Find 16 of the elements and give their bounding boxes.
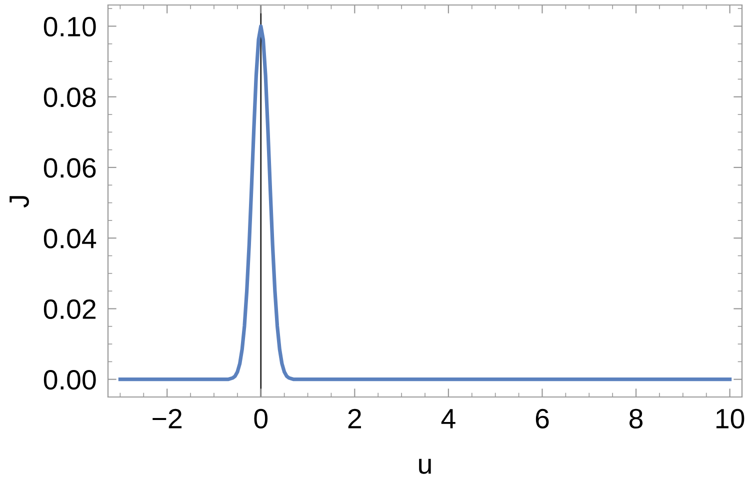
x-tick-label: 10 [716,408,744,429]
x-tick-label: 6 [536,408,549,429]
line-series [118,24,732,382]
y-axis-title: J [10,196,30,208]
y-tick-label: 0.02 [44,299,96,320]
x-axis-title: u [419,458,431,474]
y-tick-label: 0.00 [44,370,96,390]
x-tick-label: 0 [254,408,268,429]
y-tick-label: 0.08 [44,87,96,108]
x-tick-label: −2 [152,408,182,428]
y-tick-label: 0.06 [44,158,96,178]
x-tick-label: 4 [441,409,456,428]
y-tick-label: 0.04 [44,228,96,248]
x-tick-label: 8 [630,408,643,429]
y-tick-label: 0.10 [44,16,96,37]
x-tick-label: 2 [348,408,361,428]
